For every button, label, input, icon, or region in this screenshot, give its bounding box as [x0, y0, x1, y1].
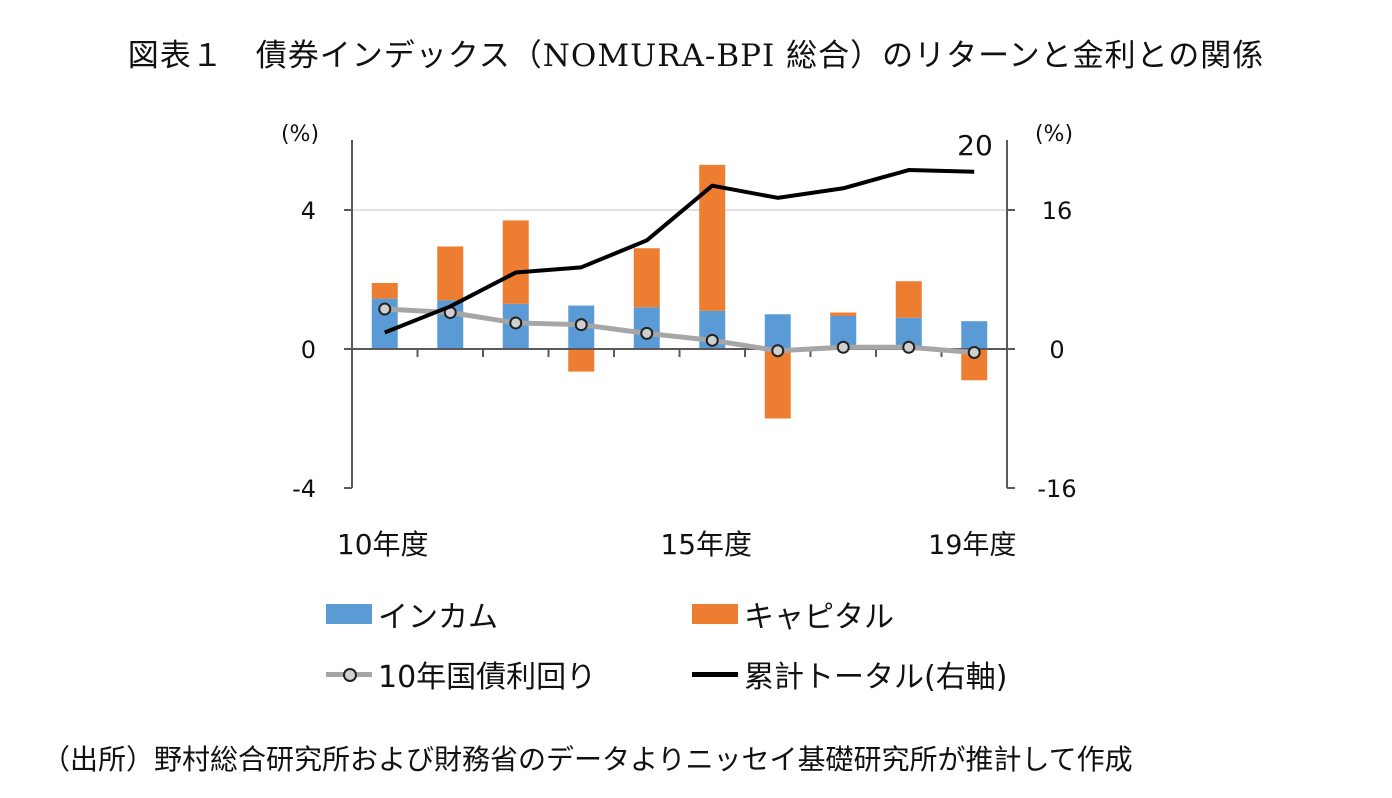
- legend-item-cumulative: 累計トータル(右軸): [692, 652, 1007, 696]
- yield-line: [384, 306, 975, 355]
- yield-point: [574, 318, 588, 332]
- right-tick-label: 0: [1049, 336, 1064, 364]
- legend-item-yield: 10年国債利回り: [326, 652, 596, 696]
- chart-plot: 4 0 -4 (%) 16 0 -16 (%) 10年度 15年度 19年度 20: [281, 122, 1077, 561]
- bar-capital: [437, 246, 464, 301]
- chart-title: 図表１ 債券インデックス（NOMURA-BPI 総合）のリターンと金利との関係: [127, 38, 1265, 74]
- left-tick-label: 0: [301, 336, 316, 364]
- yield-point: [902, 340, 916, 354]
- yield-point: [967, 345, 981, 359]
- bar-capital: [502, 220, 529, 304]
- yield-point: [378, 302, 392, 316]
- right-axis-top-annotation: 20: [957, 129, 993, 162]
- bar-capital: [764, 349, 791, 419]
- right-axis-unit: (%): [1035, 122, 1073, 147]
- yield-point: [771, 344, 785, 358]
- source-note: （出所）野村総合研究所および財務省のデータよりニッセイ基礎研究所が推計して作成: [42, 743, 1133, 776]
- legend-line-icon: [692, 662, 738, 686]
- left-axis-unit: (%): [281, 122, 319, 147]
- bar-capital: [830, 312, 857, 316]
- legend-label-capital: キャピタル: [744, 600, 894, 635]
- legend-swatch-capital: [692, 604, 738, 624]
- yield-point: [509, 316, 523, 330]
- x-tick-label: 10年度: [337, 528, 429, 561]
- legend-label-income: インカム: [378, 600, 498, 635]
- cumulative-line: [384, 168, 975, 335]
- bar-capital: [568, 349, 595, 372]
- bar-income: [961, 321, 988, 349]
- bar-income: [764, 314, 791, 349]
- legend-label-cumulative: 累計トータル(右軸): [744, 660, 1008, 695]
- bar-capital: [371, 282, 398, 299]
- x-tick-label: 19年度: [928, 530, 1016, 561]
- legend-item-capital: キャピタル: [692, 592, 894, 636]
- legend-item-income: インカム: [326, 592, 498, 636]
- bar-capital: [895, 281, 922, 318]
- legend-swatch-income: [326, 604, 372, 624]
- yield-point: [836, 340, 850, 354]
- left-tick-label: 4: [301, 197, 316, 225]
- right-tick-label: -16: [1037, 475, 1076, 503]
- yield-point: [705, 333, 719, 347]
- x-tick-label: 15年度: [660, 528, 752, 561]
- legend-line-marker-icon: [326, 662, 372, 686]
- legend-label-yield: 10年国債利回り: [378, 660, 597, 695]
- bar-capital: [633, 248, 660, 308]
- right-tick-label: 16: [1042, 197, 1073, 225]
- left-tick-label: -4: [292, 475, 316, 503]
- yield-point: [640, 326, 654, 340]
